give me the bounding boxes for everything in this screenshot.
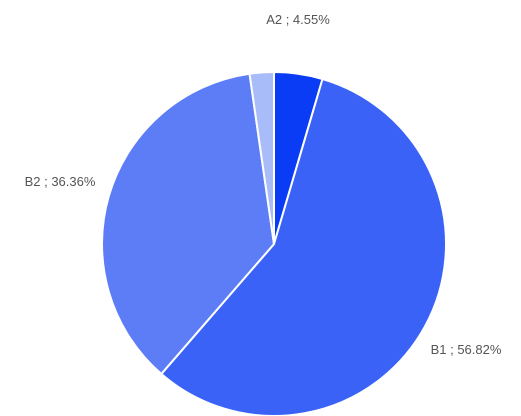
pie-slices (101, 71, 447, 416)
pie-slice-b2 (101, 72, 275, 375)
slice-label-b2: B2 ; 36.36% (25, 174, 96, 189)
slice-label-a2: A2 ; 4.55% (266, 12, 330, 27)
pie-slice-b1 (160, 77, 447, 416)
pie-slice-other (248, 71, 275, 245)
slice-label-b1: B1 ; 56.82% (431, 342, 502, 357)
